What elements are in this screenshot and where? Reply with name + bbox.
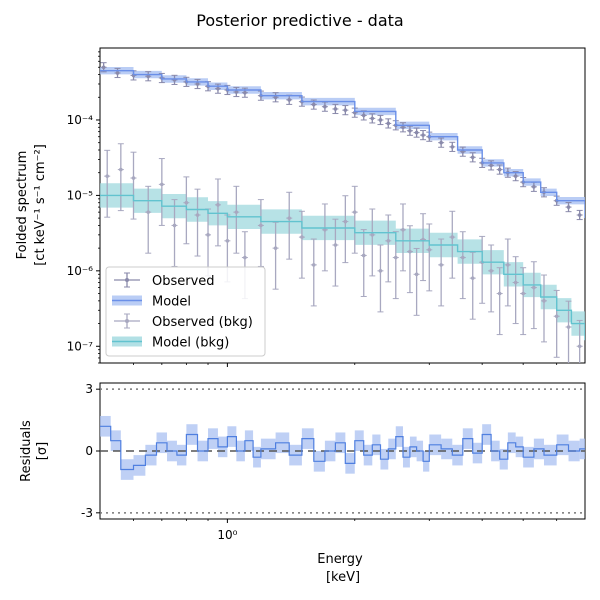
residuals-panel: -3 0 3 10⁰ Residuals [σ] Energy [keV] (19, 382, 586, 585)
observed-point (413, 127, 420, 138)
observed-point (496, 164, 503, 175)
spectrum-y-tick-label: 10⁻⁷ (67, 339, 94, 353)
spectrum-y-tick-label: 10⁻⁴ (67, 113, 94, 127)
observed-point (114, 67, 121, 79)
legend: Observed Model Observed (bkg) Model (bkg) (105, 266, 266, 357)
residuals-ylabel-line2: [σ] (35, 442, 50, 460)
observed-point (360, 110, 367, 121)
observed-bkg-point (183, 176, 190, 245)
observed-bkg-point (385, 214, 392, 283)
observed-point (420, 130, 427, 141)
legend-label: Model (bkg) (152, 336, 229, 351)
observed-point (342, 105, 349, 116)
spectrum-ylabel-line1: Folded spectrum (15, 151, 30, 260)
observed-bkg-point (377, 244, 384, 313)
observed-point (399, 122, 406, 133)
model-bkg-line (100, 194, 585, 341)
observed-bkg-point (130, 151, 137, 220)
observed-bkg-point (496, 267, 503, 336)
legend-label: Observed (bkg) (152, 315, 253, 330)
spectrum-plot-area (100, 62, 585, 363)
observed-point (438, 137, 445, 148)
spectrum-ylabel-line2: [ct keV⁻¹ s⁻¹ cm⁻²] (33, 144, 48, 266)
observed-bkg-point (171, 199, 178, 267)
observed-bkg-point (117, 143, 124, 212)
spectrum-y-ticks: 10⁻⁷ 10⁻⁶ 10⁻⁵ 10⁻⁴ (67, 51, 558, 367)
legend-item: Observed (114, 272, 215, 289)
residuals-plot-area (100, 388, 585, 514)
observed-bkg-point (158, 158, 165, 226)
observed-bkg-point (469, 251, 476, 320)
spectrum-panel: 10⁻⁷ 10⁻⁶ 10⁻⁵ 10⁻⁴ Folded spectrum [ct keV… (15, 47, 586, 367)
spectrum-y-tick-label: 10⁻⁵ (67, 188, 94, 202)
observed-point (449, 141, 456, 152)
legend-label: Model (152, 295, 191, 310)
residuals-y-ticks: -3 0 3 (81, 382, 100, 520)
observed-point (194, 78, 201, 90)
observed-point (332, 103, 339, 115)
observed-point (565, 202, 572, 213)
model-line (100, 70, 585, 219)
observed-bkg-point (104, 149, 111, 218)
observed-bkg-point (420, 213, 427, 282)
observed-bkg-point (399, 203, 406, 272)
observed-point (469, 152, 476, 163)
observed-point (241, 87, 248, 98)
observed-point (406, 125, 413, 136)
observed-bkg-point (438, 238, 445, 307)
observed-point (385, 118, 392, 129)
observed-point (576, 209, 583, 221)
observed-bkg-point (310, 238, 317, 307)
x-axis-label-line1: Energy (317, 552, 363, 567)
legend-label: Observed (152, 274, 215, 289)
observed-point (377, 114, 384, 126)
observed-point (145, 71, 152, 82)
observed-bkg-point (413, 247, 420, 316)
observed-bkg-point (565, 300, 572, 363)
observed-bkg-point (360, 229, 367, 297)
observed-bkg-point (233, 185, 240, 254)
observed-bkg-point (504, 238, 511, 307)
observed-bkg-point (512, 256, 519, 325)
observed-bkg-point (540, 274, 547, 343)
model-band (100, 67, 585, 222)
observed-bkg-point (426, 223, 433, 292)
legend-item: Observed (bkg) (114, 313, 253, 330)
legend-box (105, 266, 266, 357)
observed-bkg-point (369, 208, 376, 277)
observed-point (459, 146, 466, 157)
observed-bkg-point (332, 218, 339, 287)
observed-bkg-point (342, 195, 349, 264)
chart-title: Posterior predictive - data (196, 11, 403, 30)
residuals-x-ticks: 10⁰ (133, 519, 558, 542)
observed-bkg-point (145, 185, 152, 254)
observed-bkg-point (272, 221, 279, 290)
x-axis-label-line2: [keV] (326, 570, 360, 585)
residuals-x-tick-label: 10⁰ (217, 528, 237, 542)
observed-bkg-point (214, 178, 221, 247)
observed-bkg-point (406, 225, 413, 294)
observed-bkg-point (351, 185, 358, 254)
observed-bkg-point (286, 191, 293, 260)
residuals-ylabel-line1: Residuals (19, 420, 34, 482)
observed-bkg-point (321, 203, 328, 272)
observed-bkg-point (194, 188, 201, 257)
residuals-y-tick-label: 3 (85, 382, 93, 396)
observed-bkg-point (392, 231, 399, 300)
observed-bkg-point (488, 244, 495, 313)
residuals-y-tick-label: 0 (85, 444, 93, 458)
legend-item: Model (112, 295, 191, 310)
legend-item: Model (bkg) (112, 336, 229, 351)
residual-line (100, 425, 585, 471)
observed-point (233, 86, 240, 98)
residuals-y-tick-label: -3 (81, 506, 93, 520)
observed-point (369, 113, 376, 124)
observed-bkg-point (530, 261, 537, 330)
observed-bkg-point (459, 231, 466, 300)
spectrum-y-tick-label: 10⁻⁶ (67, 264, 94, 278)
observed-bkg-point (576, 319, 583, 363)
observed-bkg-point (257, 199, 264, 267)
